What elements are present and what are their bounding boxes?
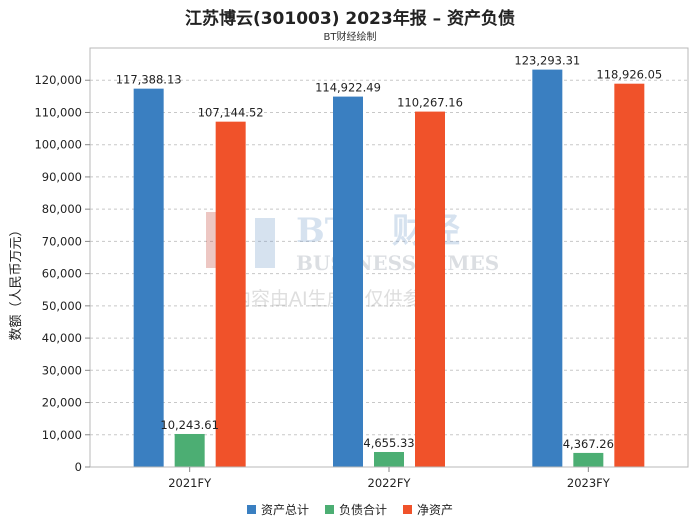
data-label: 118,926.05 [596,68,662,82]
legend-item: 净资产 [403,501,453,518]
bar [532,69,563,467]
legend: 资产总计 负债合计 净资产 [0,501,700,518]
x-tick-label: 2021FY [168,476,212,490]
data-label: 4,655.33 [363,436,414,450]
legend-label: 净资产 [417,503,454,517]
axes: 0 10,000 20,000 30,000 40,000 50,000 60,000 70,… [34,47,689,490]
bar [374,451,404,467]
bar [215,121,246,467]
data-label: 107,144.52 [198,106,264,120]
y-tick-label: 90,000 [42,170,82,184]
data-label: 110,267.16 [397,96,463,110]
data-label: 114,922.49 [315,81,381,95]
y-axis-label: 数额（人民币万元） [9,223,24,340]
bar [174,433,205,467]
data-label: 4,367.26 [563,437,614,451]
y-tick-label: 100,000 [34,138,82,152]
data-label: 117,388.13 [116,73,182,87]
bar [614,83,645,467]
bar [415,111,445,467]
y-tick-label: 30,000 [42,363,82,377]
x-tick-label: 2023FY [567,476,611,490]
y-tick-label: 80,000 [42,202,82,216]
bar [333,96,363,467]
legend-item: 资产总计 [246,501,309,518]
bar-chart: BT 财经 BUSINESS TIMES 内容由AI生成，仅供参考 117,38… [9,47,689,490]
y-tick-label: 10,000 [42,428,82,442]
x-tick-label: 2022FY [368,476,412,490]
watermark-logo-bar [255,218,275,268]
chart-title: 江苏博云(301003) 2023年报 – 资产负债 [184,9,516,29]
y-tick-label: 20,000 [42,396,82,410]
legend-swatch [246,505,256,514]
y-tick-label: 70,000 [42,234,82,248]
data-label: 123,293.31 [514,54,580,68]
data-labels: 117,388.13 10,243.61 107,144.52 114,922.49 4… [116,54,663,451]
legend-label: 负债合计 [338,503,387,517]
data-label: 10,243.61 [160,418,219,432]
gridlines [90,79,688,436]
y-tick-label: 60,000 [42,267,82,281]
bar [573,452,604,467]
legend-swatch [324,505,334,514]
chart-subtitle: BT财经绘制 [323,32,377,43]
legend-label: 资产总计 [260,503,309,517]
bar [133,88,164,468]
watermark-brand-en: BUSINESS TIMES [296,251,499,275]
y-tick-label: 120,000 [34,73,82,87]
legend-item: 负债合计 [324,501,387,518]
y-tick-label: 50,000 [42,299,82,313]
y-tick-label: 110,000 [34,105,82,119]
y-tick-label: 40,000 [42,331,82,345]
y-tick-label: 0 [75,460,82,474]
bars [133,69,645,468]
legend-swatch [403,505,412,514]
